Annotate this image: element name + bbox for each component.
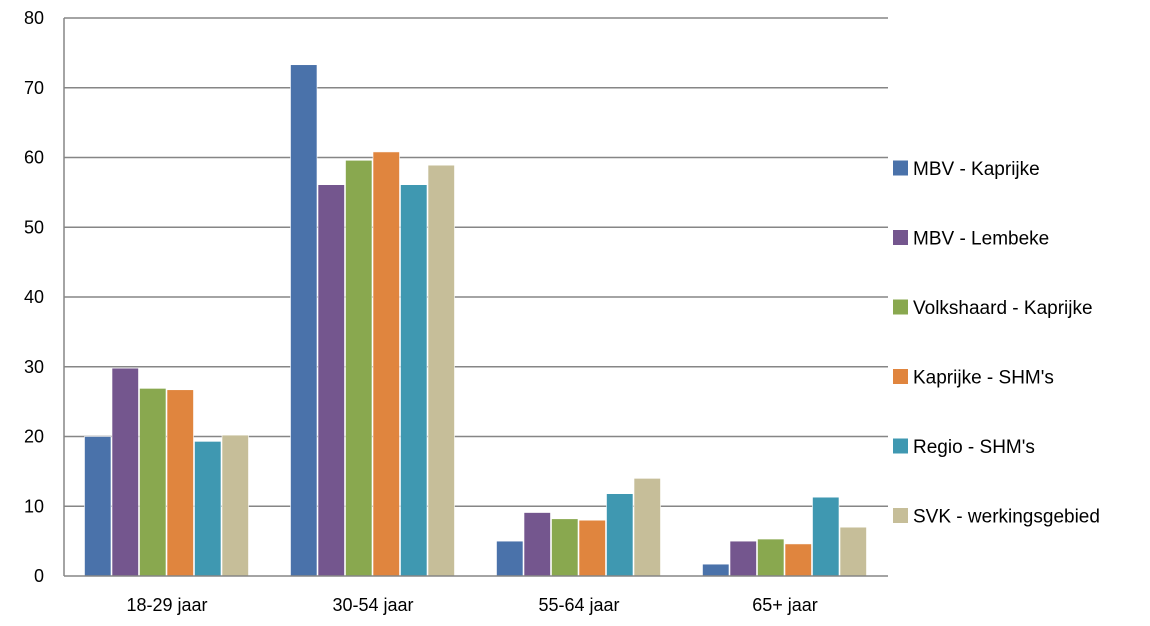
y-tick-label: 30 (24, 357, 44, 377)
bar (633, 478, 661, 577)
y-tick-labels: 0 10 20 30 40 50 60 70 80 (24, 8, 44, 586)
bar (139, 388, 167, 577)
x-category-label: 55-64 jaar (538, 595, 619, 615)
bar (111, 367, 139, 577)
gridlines (64, 17, 888, 507)
x-category-label: 30-54 jaar (332, 595, 413, 615)
bar (194, 441, 222, 577)
bars (84, 64, 867, 577)
bar (317, 184, 345, 577)
bar (372, 151, 400, 577)
legend: MBV - Kaprijke MBV - Lembeke Volkshaard - … (893, 159, 1100, 528)
bar (784, 543, 812, 577)
legend-item: Regio - SHM's (893, 437, 1035, 458)
legend-swatch (893, 160, 908, 176)
y-tick-label: 50 (24, 217, 44, 237)
bar (578, 519, 606, 577)
x-category-label: 18-29 jaar (126, 595, 207, 615)
bar (551, 518, 579, 577)
bar (166, 389, 194, 577)
legend-swatch (893, 438, 908, 454)
bar (606, 493, 634, 577)
y-tick-label: 70 (24, 78, 44, 98)
legend-label: MBV - Kaprijke (913, 159, 1040, 180)
legend-swatch (893, 369, 908, 384)
y-tick-label: 80 (24, 8, 44, 28)
bar (290, 64, 318, 577)
legend-label: Volkshaard - Kaprijke (913, 298, 1093, 319)
y-tick-label: 40 (24, 287, 44, 307)
bar (702, 563, 730, 577)
bar (757, 538, 785, 577)
legend-swatch (893, 299, 908, 315)
bar (345, 159, 373, 577)
x-category-labels: 18-29 jaar 30-54 jaar 55-64 jaar 65+ jaar (126, 595, 817, 615)
legend-label: Kaprijke - SHM's (913, 368, 1054, 389)
legend-item: MBV - Lembeke (893, 229, 1049, 250)
y-tick-label: 0 (34, 566, 44, 586)
y-tick-label: 20 (24, 427, 44, 447)
legend-item: SVK - werkingsgebied (893, 507, 1100, 528)
x-category-label: 65+ jaar (752, 595, 818, 615)
legend-item: Volkshaard - Kaprijke (893, 298, 1093, 319)
bar (523, 512, 551, 577)
legend-label: Regio - SHM's (913, 437, 1035, 458)
bar (812, 496, 840, 577)
legend-swatch (893, 508, 908, 523)
y-tick-label: 10 (24, 496, 44, 516)
legend-item: MBV - Kaprijke (893, 159, 1040, 180)
bar (221, 434, 249, 577)
bar (427, 164, 455, 577)
axes (63, 18, 888, 577)
legend-label: MBV - Lembeke (913, 229, 1049, 250)
legend-label: SVK - werkingsgebied (913, 507, 1100, 528)
bar (839, 526, 867, 577)
legend-item: Kaprijke - SHM's (893, 368, 1054, 389)
bar (729, 540, 757, 577)
y-tick-label: 60 (24, 148, 44, 168)
legend-swatch (893, 230, 908, 245)
bar (84, 436, 112, 577)
bar (496, 540, 524, 577)
bar (400, 184, 428, 577)
